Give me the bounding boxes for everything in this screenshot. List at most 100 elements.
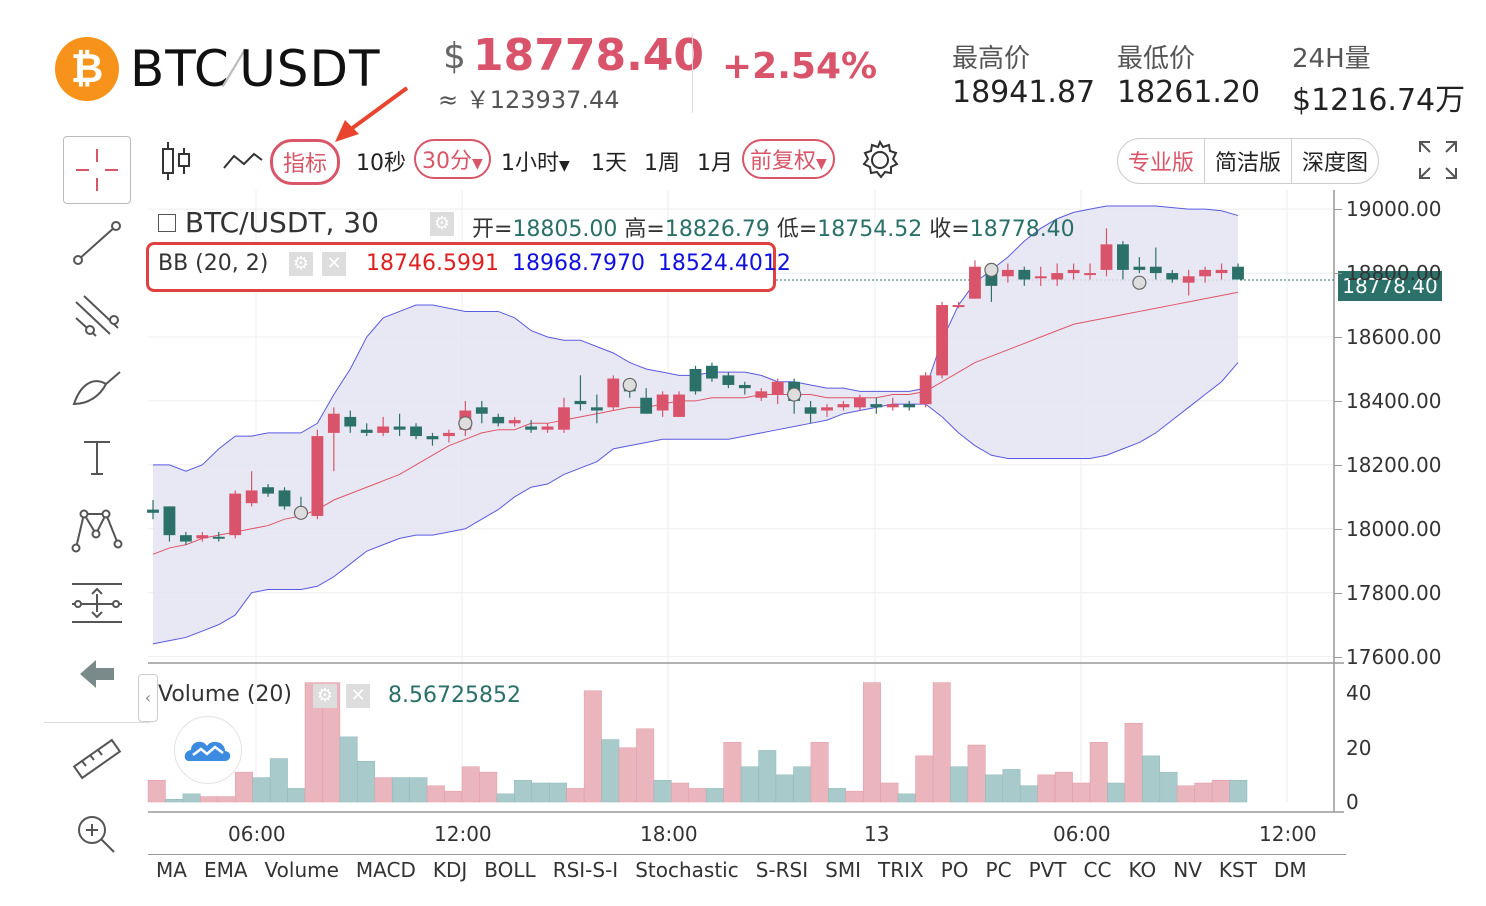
interval-30m-label: 30分	[422, 149, 472, 174]
volume-bar	[705, 788, 724, 803]
price-tick-label: 18200.00	[1346, 452, 1442, 477]
volume-bar	[671, 782, 690, 803]
interval-1w[interactable]: 1周	[644, 151, 680, 176]
bb-close-icon[interactable]: ✕	[322, 252, 346, 276]
candle-body	[541, 426, 554, 430]
indicator-tab-volume[interactable]: Volume	[264, 858, 339, 882]
interval-1h[interactable]: 1小时▼	[501, 145, 570, 177]
candle-body	[1117, 244, 1129, 270]
brush-icon[interactable]	[70, 366, 124, 410]
view-mode-group: 专业版 简洁版 深度图	[1117, 138, 1380, 184]
volume-close-icon[interactable]: ✕	[346, 684, 370, 708]
adjust-dropdown[interactable]: 前复权▼	[742, 139, 835, 179]
bb-lower-line	[152, 362, 1239, 645]
volume-bar	[862, 682, 881, 803]
indicator-tab-stochastic[interactable]: Stochastic	[635, 858, 739, 882]
indicator-tab-s-rsi[interactable]: S-RSI	[755, 858, 809, 882]
cloud-logo-icon	[184, 741, 231, 761]
low-label: 低=	[776, 217, 818, 242]
event-marker	[1132, 275, 1147, 290]
volume-bar	[758, 750, 777, 803]
candle-body	[689, 368, 702, 392]
crosshair-tool[interactable]	[63, 136, 131, 204]
cloud-logo[interactable]	[174, 716, 242, 784]
indicator-tab-nv[interactable]: NV	[1173, 858, 1202, 882]
indicator-tab-ko[interactable]: KO	[1128, 858, 1157, 882]
price-tick	[1334, 528, 1342, 530]
back-arrow-icon[interactable]	[78, 656, 118, 692]
interval-1mo[interactable]: 1月	[697, 151, 733, 176]
mode-simple[interactable]: 简洁版	[1205, 139, 1293, 183]
interval-1d[interactable]: 1天	[591, 151, 627, 176]
mode-depth[interactable]: 深度图	[1302, 151, 1369, 176]
candle-body	[837, 404, 850, 408]
volume-bar	[339, 736, 358, 803]
volume-bar	[880, 782, 899, 803]
indicator-tab-boll[interactable]: BOLL	[484, 858, 536, 882]
indicator-tab-pc[interactable]: PC	[985, 858, 1012, 882]
price-tick	[1334, 400, 1342, 402]
volume-label: Volume (20)	[158, 682, 292, 707]
indicator-tab-ema[interactable]: EMA	[203, 858, 248, 882]
candle-body	[969, 266, 981, 299]
event-marker	[293, 505, 309, 520]
indicator-tab-cc[interactable]: CC	[1083, 858, 1112, 882]
indicator-tabs: MA EMA Volume MACD KDJ BOLL RSI-S-I Stochastic S…	[156, 858, 1324, 882]
ruler-icon[interactable]	[70, 736, 124, 784]
candle-body	[1215, 269, 1228, 274]
zoom-in-icon[interactable]	[74, 812, 118, 856]
fork-icon[interactable]	[70, 290, 124, 340]
indicator-tab-smi[interactable]: SMI	[825, 858, 861, 882]
fullscreen-icon[interactable]	[1418, 140, 1458, 180]
indicators-button[interactable]: 指标	[270, 139, 341, 185]
bb-mid-value: 18746.5991	[366, 251, 499, 276]
trendline-icon[interactable]	[70, 216, 124, 270]
indicator-tab-pvt[interactable]: PVT	[1028, 858, 1067, 882]
indicator-tab-trix[interactable]: TRIX	[878, 858, 924, 882]
indicator-tab-dm[interactable]: DM	[1273, 858, 1307, 882]
candle-body	[673, 394, 685, 417]
volume-settings-icon[interactable]: ⚙	[313, 684, 337, 708]
volume-bar	[496, 793, 515, 803]
interval-30m[interactable]: 30分▼	[414, 139, 491, 179]
volume-bar	[426, 785, 445, 803]
volume-bar	[566, 788, 585, 803]
volume-bar	[1124, 723, 1143, 803]
indicator-tab-ma[interactable]: MA	[156, 858, 187, 882]
pattern-icon[interactable]	[70, 506, 124, 554]
line-type-icon[interactable]	[222, 146, 264, 174]
candle-body	[870, 404, 883, 408]
candle-body	[771, 381, 784, 395]
pair-title: BTC⁄USDT	[130, 40, 381, 98]
event-marker	[984, 262, 999, 277]
collapse-icon[interactable]	[158, 214, 176, 232]
stat-volume: 24H量 $1216.74万	[1292, 38, 1465, 119]
chevron-down-icon: ▼	[559, 158, 570, 174]
indicator-tab-kst[interactable]: KST	[1218, 858, 1257, 882]
price-tick	[1334, 656, 1342, 658]
bb-legend: BB (20, 2)	[158, 251, 268, 276]
legend-settings-icon[interactable]: ⚙	[430, 212, 454, 236]
gear-icon[interactable]	[858, 138, 902, 182]
volume-bar	[636, 728, 655, 803]
bb-settings-icon[interactable]: ⚙	[289, 252, 313, 276]
price-tick	[1334, 273, 1342, 275]
stat-low-label: 最低价	[1117, 44, 1196, 74]
indicator-tab-rsi-s-i[interactable]: RSI-S-I	[552, 858, 619, 882]
indicator-tab-po[interactable]: PO	[940, 858, 969, 882]
interval-10s[interactable]: 10秒	[356, 151, 406, 176]
candle-type-icon[interactable]	[158, 140, 194, 182]
last-price: 18778.40	[473, 30, 705, 81]
bb-lower-value: 18524.4012	[657, 251, 791, 276]
measure-icon[interactable]	[70, 580, 124, 626]
candle-body	[311, 436, 324, 516]
indicator-tab-macd[interactable]: MACD	[355, 858, 416, 882]
indicator-tab-kdj[interactable]: KDJ	[432, 858, 468, 882]
candle-body	[919, 375, 932, 405]
collapse-chevron-icon[interactable]: ‹	[138, 674, 158, 722]
text-icon[interactable]	[80, 438, 114, 478]
mode-pro[interactable]: 专业版	[1118, 139, 1206, 183]
open-value: 18805.00	[512, 217, 618, 242]
chart-legend-title: BTC/USDT, 30	[158, 206, 379, 239]
